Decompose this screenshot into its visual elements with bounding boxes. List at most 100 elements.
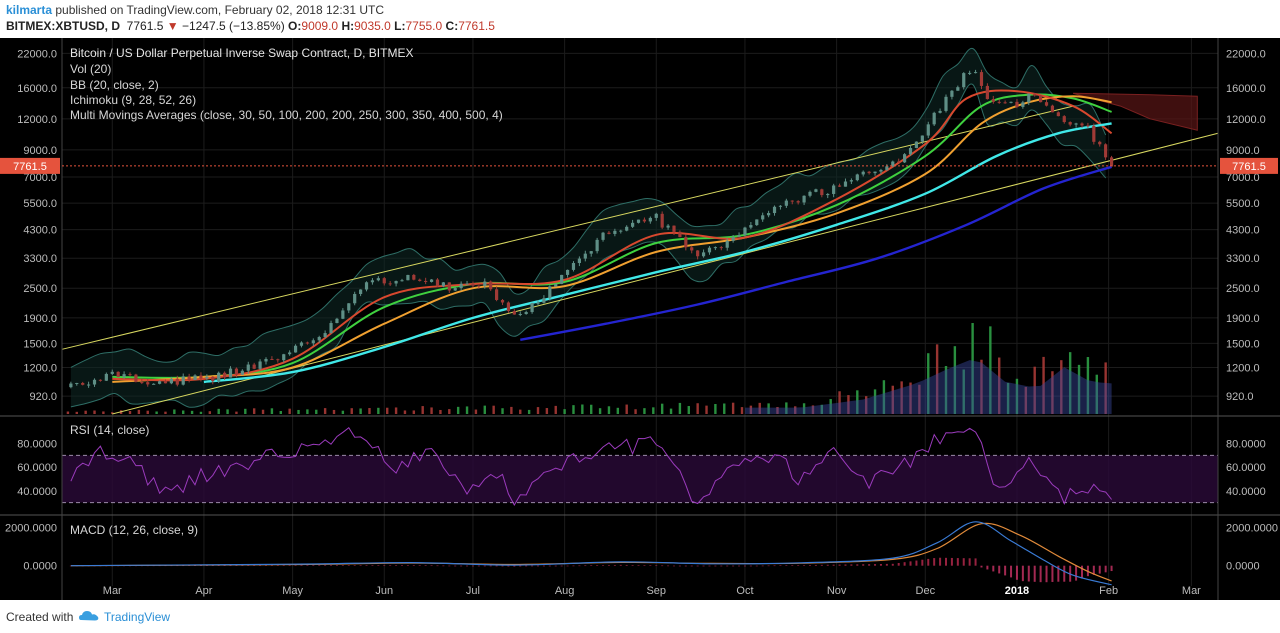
volume-bar xyxy=(536,407,540,414)
volume-bar xyxy=(935,344,939,414)
candle-body xyxy=(725,240,729,248)
candle-body xyxy=(849,180,853,182)
macd-histogram-bar xyxy=(998,565,1001,574)
candle-body xyxy=(1044,102,1049,106)
macd-histogram-bar xyxy=(1027,565,1030,582)
macd-histogram-bar xyxy=(637,565,640,566)
candle-body xyxy=(424,280,428,282)
volume-bar xyxy=(989,326,992,414)
volume-bar xyxy=(980,359,983,414)
y-tick-right: 1200.0 xyxy=(1226,362,1260,374)
candle-body xyxy=(713,247,717,249)
macd-histogram-bar xyxy=(826,564,829,566)
macd-histogram-bar xyxy=(1021,565,1024,582)
macd-histogram-bar xyxy=(607,565,610,566)
candle-body xyxy=(175,378,179,385)
macd-histogram-bar xyxy=(294,565,297,566)
macd-histogram-bar xyxy=(318,565,321,566)
candle-body xyxy=(654,213,658,218)
candle-body xyxy=(837,185,842,187)
macd-histogram-bar xyxy=(566,565,569,567)
candle-body xyxy=(944,96,948,111)
volume-bar xyxy=(297,409,300,414)
candle-body xyxy=(412,274,416,280)
macd-line xyxy=(70,521,1112,586)
macd-histogram-bar xyxy=(448,565,451,567)
volume-bar xyxy=(944,366,948,414)
candle-body xyxy=(364,282,369,290)
candle-body xyxy=(885,166,889,170)
volume-bar xyxy=(998,357,1001,414)
candle-body xyxy=(394,281,398,284)
candle-body xyxy=(258,361,262,369)
volume-bar xyxy=(705,405,708,414)
macd-histogram-bar xyxy=(797,565,800,566)
volume-bar xyxy=(581,404,584,414)
volume-bar xyxy=(758,402,761,414)
axes: 920.0 920.0 1200.0 1200.0 1500.0 1500.0 1900.0… xyxy=(0,38,1280,600)
candle-body xyxy=(855,174,859,181)
candle-body xyxy=(938,110,942,113)
volume-bar xyxy=(465,406,469,414)
macd-histogram-bar xyxy=(649,565,652,566)
open-value: 9009.0 xyxy=(301,19,339,33)
author-link[interactable]: kilmarta xyxy=(6,3,53,17)
macd-histogram-bar xyxy=(424,565,427,566)
volume-bar xyxy=(820,404,824,414)
volume-bar xyxy=(173,409,176,414)
macd-histogram-bar xyxy=(1057,565,1060,582)
candle-body xyxy=(500,299,505,303)
legend-vol: Vol (20) xyxy=(70,62,111,76)
macd-histogram-bar xyxy=(1063,565,1066,582)
macd-histogram-bar xyxy=(1081,565,1083,579)
volume-bar xyxy=(128,410,132,414)
volume-bar xyxy=(590,404,593,414)
candle-body xyxy=(92,379,97,385)
volume-bar xyxy=(510,406,513,414)
macd-histogram-bar xyxy=(720,565,723,567)
candle-body xyxy=(926,124,930,136)
macd-histogram-bar xyxy=(950,557,953,566)
ma-blue-line xyxy=(520,165,1112,341)
macd-histogram-bar xyxy=(584,565,587,567)
candle-body xyxy=(447,282,451,291)
macd-histogram-bar xyxy=(673,565,675,567)
candle-body xyxy=(134,374,138,383)
macd-histogram-bar xyxy=(471,565,474,567)
candle-body xyxy=(548,286,552,299)
volume-bar xyxy=(1006,382,1010,414)
y-tick-right: 2500.0 xyxy=(1226,283,1260,295)
candle-body xyxy=(347,303,351,311)
volume-bars xyxy=(66,323,1112,414)
y-tick-right: 16000.0 xyxy=(1226,83,1266,95)
candle-body xyxy=(75,382,79,384)
candle-body xyxy=(252,364,256,369)
volume-bar xyxy=(75,411,78,414)
volume-bar xyxy=(474,409,478,414)
volume-bar xyxy=(217,408,220,414)
volume-bar xyxy=(386,407,389,414)
macd-histogram-bar xyxy=(980,565,983,568)
candle-body xyxy=(453,288,457,291)
volume-bar xyxy=(1042,356,1045,414)
macd-histogram-bar xyxy=(330,565,333,566)
macd-tick-right: 2000.0000 xyxy=(1226,523,1278,535)
y-tick-left: 2500.0 xyxy=(23,283,57,295)
candle-body xyxy=(707,247,712,253)
volume-bar xyxy=(873,389,877,414)
macd-histogram-bar xyxy=(383,565,386,566)
candle-body xyxy=(1003,102,1007,104)
volume-bar xyxy=(341,410,345,414)
macd-histogram-bar xyxy=(909,561,912,566)
price-chart[interactable]: 920.0 920.0 1200.0 1200.0 1500.0 1500.0 1900.0… xyxy=(0,38,1280,600)
tradingview-link[interactable]: TradingView xyxy=(104,610,171,624)
candle-body xyxy=(932,112,936,125)
candle-body xyxy=(613,230,617,234)
candlesticks xyxy=(69,69,1114,389)
volume-bar xyxy=(190,410,194,414)
y-tick-left: 12000.0 xyxy=(17,114,57,126)
candle-body xyxy=(187,376,191,380)
candle-body xyxy=(1092,125,1096,142)
macd-histogram-bar xyxy=(779,565,782,567)
volume-bar xyxy=(962,369,965,414)
